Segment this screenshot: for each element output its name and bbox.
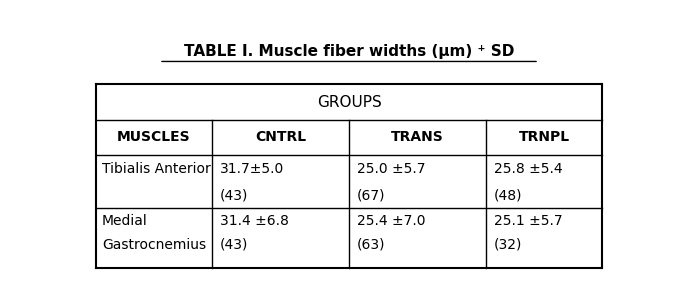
Text: 25.4 ±7.0: 25.4 ±7.0 xyxy=(357,214,426,228)
Text: (63): (63) xyxy=(357,238,385,252)
Text: TRANS: TRANS xyxy=(392,130,444,144)
Text: Tibialis Anterior: Tibialis Anterior xyxy=(102,162,210,176)
Text: 25.1 ±5.7: 25.1 ±5.7 xyxy=(494,214,563,228)
Text: Medial: Medial xyxy=(102,214,148,228)
Text: (43): (43) xyxy=(220,188,248,202)
Text: (67): (67) xyxy=(357,188,385,202)
Text: (43): (43) xyxy=(220,238,248,252)
Text: (48): (48) xyxy=(494,188,522,202)
Text: GROUPS: GROUPS xyxy=(317,95,381,110)
Text: 31.7±5.0: 31.7±5.0 xyxy=(220,162,284,176)
Text: 25.0 ±5.7: 25.0 ±5.7 xyxy=(357,162,426,176)
Text: MUSCLES: MUSCLES xyxy=(117,130,191,144)
Text: Gastrocnemius: Gastrocnemius xyxy=(102,238,206,252)
Text: (32): (32) xyxy=(494,238,522,252)
Text: 31.4 ±6.8: 31.4 ±6.8 xyxy=(220,214,289,228)
Text: TABLE I. Muscle fiber widths (μm) ⁺ SD: TABLE I. Muscle fiber widths (μm) ⁺ SD xyxy=(184,44,514,59)
Text: CNTRL: CNTRL xyxy=(255,130,306,144)
Text: TRNPL: TRNPL xyxy=(519,130,570,144)
Text: 25.8 ±5.4: 25.8 ±5.4 xyxy=(494,162,563,176)
